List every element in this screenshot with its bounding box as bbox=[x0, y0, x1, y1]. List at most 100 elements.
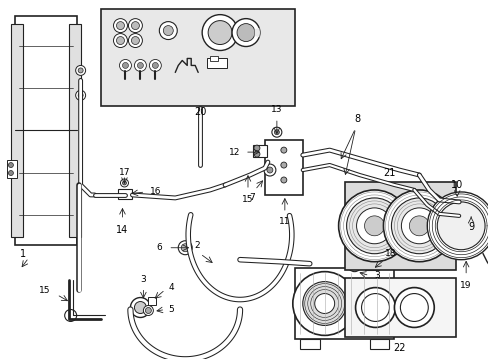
Circle shape bbox=[152, 62, 158, 68]
Circle shape bbox=[274, 130, 279, 135]
Circle shape bbox=[253, 151, 260, 157]
Circle shape bbox=[130, 298, 150, 318]
Circle shape bbox=[436, 202, 484, 250]
Bar bbox=[118, 189, 132, 199]
Bar bbox=[207, 58, 226, 68]
Text: 20: 20 bbox=[194, 107, 206, 117]
Text: 2: 2 bbox=[194, 241, 200, 250]
Wedge shape bbox=[254, 28, 260, 37]
Text: 15: 15 bbox=[242, 195, 253, 204]
Circle shape bbox=[76, 90, 85, 100]
Circle shape bbox=[120, 179, 128, 187]
Bar bbox=[210, 57, 218, 62]
Bar bbox=[68, 24, 81, 237]
Circle shape bbox=[280, 162, 286, 168]
Circle shape bbox=[280, 147, 286, 153]
Bar bbox=[15, 15, 77, 245]
Circle shape bbox=[78, 93, 83, 98]
Circle shape bbox=[143, 306, 153, 315]
Circle shape bbox=[122, 62, 128, 68]
Text: 8: 8 bbox=[354, 114, 360, 124]
Text: 9: 9 bbox=[467, 222, 473, 232]
Circle shape bbox=[266, 167, 272, 173]
Circle shape bbox=[464, 202, 476, 214]
Circle shape bbox=[163, 26, 173, 36]
Bar bbox=[294, 268, 394, 339]
Circle shape bbox=[237, 24, 254, 41]
Circle shape bbox=[116, 22, 124, 30]
Circle shape bbox=[8, 171, 13, 176]
Circle shape bbox=[350, 261, 358, 269]
Circle shape bbox=[390, 198, 447, 254]
Circle shape bbox=[356, 208, 392, 244]
Circle shape bbox=[181, 244, 189, 252]
Text: 19: 19 bbox=[459, 280, 471, 289]
Bar bbox=[7, 160, 17, 178]
Circle shape bbox=[427, 192, 488, 260]
Circle shape bbox=[134, 59, 146, 71]
Circle shape bbox=[346, 198, 402, 254]
Text: 17: 17 bbox=[119, 167, 130, 176]
Circle shape bbox=[364, 216, 384, 236]
Text: 1: 1 bbox=[20, 249, 26, 259]
Circle shape bbox=[400, 293, 427, 321]
Circle shape bbox=[314, 293, 334, 314]
Circle shape bbox=[113, 33, 127, 48]
Bar bbox=[364, 260, 379, 270]
Circle shape bbox=[280, 177, 286, 183]
Bar bbox=[252, 145, 266, 157]
Bar bbox=[344, 278, 455, 337]
Text: 13: 13 bbox=[270, 105, 282, 114]
Text: 3: 3 bbox=[140, 275, 146, 284]
Circle shape bbox=[145, 307, 151, 314]
Text: 16: 16 bbox=[150, 188, 162, 197]
Text: 4: 4 bbox=[168, 283, 174, 292]
Bar bbox=[264, 140, 302, 195]
Circle shape bbox=[302, 282, 346, 325]
Circle shape bbox=[408, 216, 428, 236]
Circle shape bbox=[78, 68, 83, 73]
Text: 11: 11 bbox=[279, 217, 290, 226]
Circle shape bbox=[159, 22, 177, 40]
Text: 21: 21 bbox=[383, 168, 395, 178]
Text: 12: 12 bbox=[228, 148, 240, 157]
Circle shape bbox=[128, 33, 142, 48]
Circle shape bbox=[347, 258, 361, 272]
Text: 7: 7 bbox=[248, 193, 254, 202]
Bar bbox=[11, 24, 23, 237]
Circle shape bbox=[178, 241, 192, 255]
Text: 15: 15 bbox=[39, 286, 51, 295]
Circle shape bbox=[128, 19, 142, 32]
Circle shape bbox=[116, 37, 124, 45]
Text: 5: 5 bbox=[168, 305, 174, 314]
Bar bbox=[369, 339, 388, 349]
Circle shape bbox=[338, 190, 409, 262]
Bar bbox=[148, 297, 156, 305]
Text: 3: 3 bbox=[374, 271, 380, 280]
Text: 10: 10 bbox=[450, 180, 462, 190]
Circle shape bbox=[361, 293, 388, 321]
Bar bbox=[299, 339, 319, 349]
Circle shape bbox=[119, 59, 131, 71]
Circle shape bbox=[401, 208, 436, 244]
Circle shape bbox=[264, 164, 275, 176]
Bar bbox=[450, 200, 468, 210]
Bar bbox=[101, 9, 294, 106]
Text: 6: 6 bbox=[156, 243, 162, 252]
Circle shape bbox=[8, 163, 13, 167]
Circle shape bbox=[443, 198, 457, 212]
Circle shape bbox=[64, 310, 77, 321]
Circle shape bbox=[137, 62, 143, 68]
Text: 14: 14 bbox=[116, 225, 128, 235]
Circle shape bbox=[208, 21, 232, 45]
Circle shape bbox=[253, 145, 260, 151]
Circle shape bbox=[383, 190, 454, 262]
Circle shape bbox=[394, 288, 433, 328]
Circle shape bbox=[134, 302, 146, 314]
Circle shape bbox=[292, 272, 356, 336]
Circle shape bbox=[76, 66, 85, 75]
Circle shape bbox=[202, 15, 238, 50]
Circle shape bbox=[232, 19, 260, 46]
Circle shape bbox=[355, 288, 395, 328]
Text: 18: 18 bbox=[384, 249, 395, 258]
